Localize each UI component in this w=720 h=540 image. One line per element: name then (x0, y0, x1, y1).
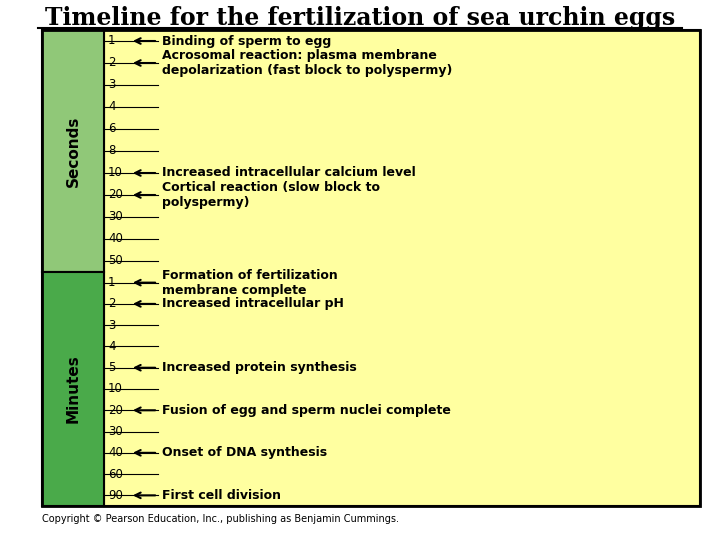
Text: Fusion of egg and sperm nuclei complete: Fusion of egg and sperm nuclei complete (162, 404, 451, 417)
Bar (104, 30, 700, 506)
Text: 10: 10 (108, 382, 123, 395)
Bar (42, 272, 104, 506)
Text: 2: 2 (108, 298, 115, 310)
Text: 3: 3 (108, 319, 115, 332)
Text: 20: 20 (108, 404, 123, 417)
Text: 4: 4 (108, 340, 115, 353)
Text: Increased intracellular calcium level: Increased intracellular calcium level (162, 166, 415, 179)
Bar (42, 30, 700, 506)
Text: Acrosomal reaction: plasma membrane
depolarization (fast block to polyspermy): Acrosomal reaction: plasma membrane depo… (162, 49, 452, 77)
Text: 2: 2 (108, 57, 115, 70)
Text: Onset of DNA synthesis: Onset of DNA synthesis (162, 447, 327, 460)
Text: 40: 40 (108, 233, 123, 246)
Text: 8: 8 (108, 145, 115, 158)
Text: Timeline for the fertilization of sea urchin eggs: Timeline for the fertilization of sea ur… (45, 6, 675, 30)
Text: 6: 6 (108, 123, 115, 136)
Text: 4: 4 (108, 100, 115, 113)
Text: Copyright © Pearson Education, Inc., publishing as Benjamin Cummings.: Copyright © Pearson Education, Inc., pub… (42, 514, 399, 524)
Text: Formation of fertilization
membrane complete: Formation of fertilization membrane comp… (162, 268, 338, 296)
Text: Increased protein synthesis: Increased protein synthesis (162, 361, 356, 374)
Text: Binding of sperm to egg: Binding of sperm to egg (162, 35, 331, 48)
Text: 1: 1 (108, 276, 115, 289)
Text: 40: 40 (108, 447, 123, 460)
Text: Seconds: Seconds (66, 116, 81, 187)
Text: First cell division: First cell division (162, 489, 281, 502)
Text: 30: 30 (108, 211, 122, 224)
Text: Cortical reaction (slow block to
polyspermy): Cortical reaction (slow block to polyspe… (162, 181, 380, 209)
Text: Minutes: Minutes (66, 355, 81, 423)
Text: 90: 90 (108, 489, 123, 502)
Text: 60: 60 (108, 468, 123, 481)
Text: 10: 10 (108, 166, 123, 179)
Text: Increased intracellular pH: Increased intracellular pH (162, 298, 344, 310)
Text: 20: 20 (108, 188, 123, 201)
Text: 3: 3 (108, 78, 115, 91)
Bar (42, 30, 104, 272)
Text: 50: 50 (108, 254, 122, 267)
Text: 1: 1 (108, 35, 115, 48)
Text: 30: 30 (108, 425, 122, 438)
Text: 5: 5 (108, 361, 115, 374)
